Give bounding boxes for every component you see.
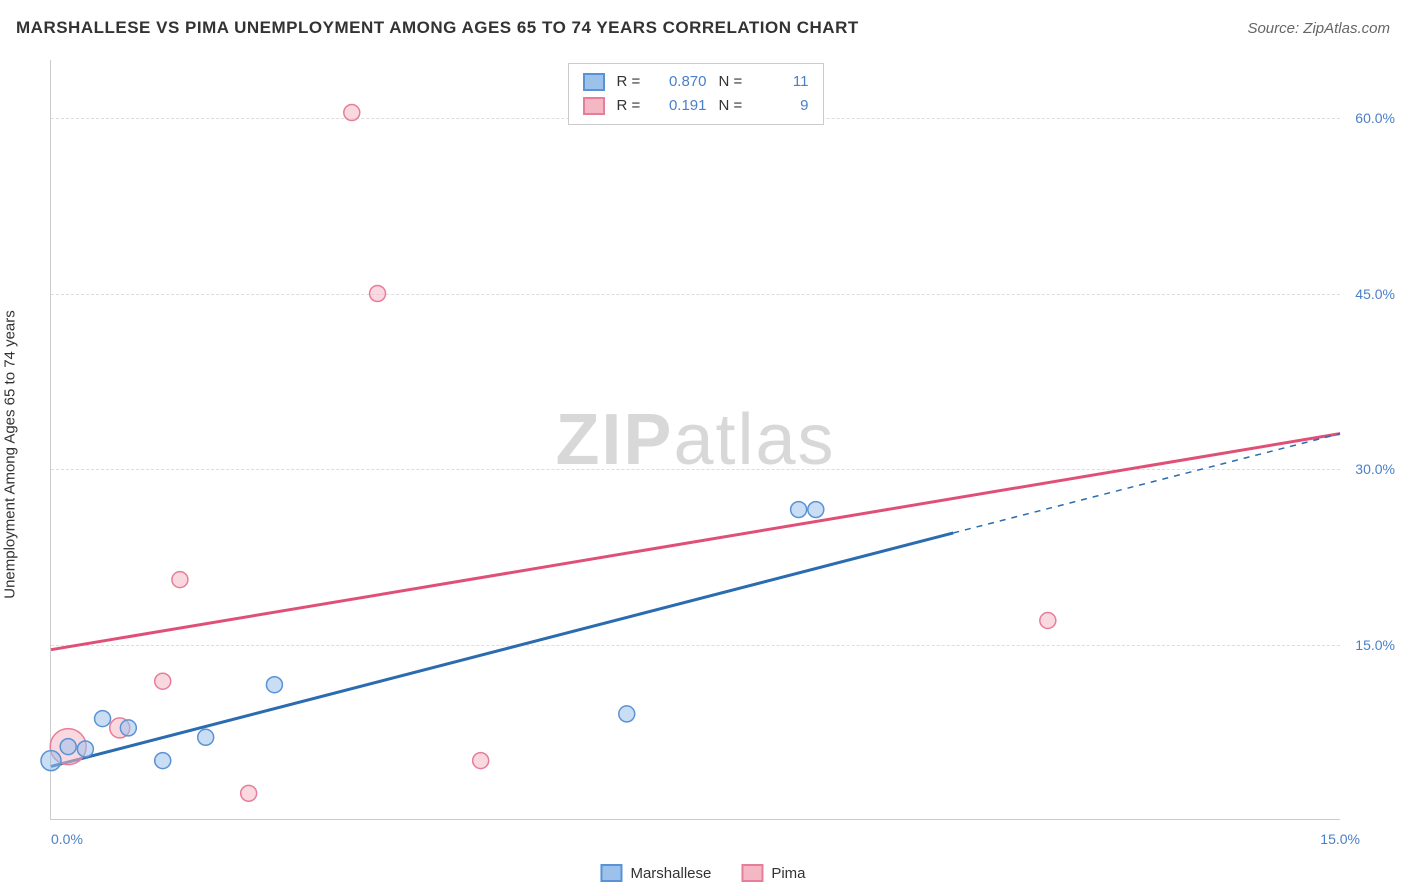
- swatch-pima: [741, 864, 763, 882]
- chart-svg: [51, 60, 1340, 819]
- y-axis-label: Unemployment Among Ages 65 to 74 years: [2, 310, 19, 599]
- data-point[interactable]: [370, 286, 386, 302]
- legend-item-marshallese[interactable]: Marshallese: [600, 864, 711, 882]
- data-point[interactable]: [1040, 613, 1056, 629]
- data-point[interactable]: [619, 706, 635, 722]
- y-tick-label: 45.0%: [1355, 286, 1395, 302]
- y-tick-label: 60.0%: [1355, 110, 1395, 126]
- r-label: R =: [617, 94, 645, 118]
- chart-title: MARSHALLESE VS PIMA UNEMPLOYMENT AMONG A…: [16, 18, 859, 38]
- data-point[interactable]: [198, 729, 214, 745]
- stats-row-pima: R = 0.191 N = 9: [583, 94, 809, 118]
- x-tick-right: 15.0%: [1320, 831, 1360, 847]
- data-point[interactable]: [473, 753, 489, 769]
- data-point[interactable]: [60, 739, 76, 755]
- x-tick-left: 0.0%: [51, 831, 83, 847]
- chart-header: MARSHALLESE VS PIMA UNEMPLOYMENT AMONG A…: [16, 18, 1390, 38]
- data-point[interactable]: [344, 105, 360, 121]
- legend-label-marshallese: Marshallese: [630, 865, 711, 882]
- n-value-pima: 9: [759, 94, 809, 118]
- data-point[interactable]: [120, 720, 136, 736]
- data-point[interactable]: [95, 711, 111, 727]
- legend-label-pima: Pima: [771, 865, 805, 882]
- data-point[interactable]: [241, 785, 257, 801]
- data-point[interactable]: [266, 677, 282, 693]
- r-value-pima: 0.191: [657, 94, 707, 118]
- stats-row-marshallese: R = 0.870 N = 11: [583, 70, 809, 94]
- data-point[interactable]: [172, 572, 188, 588]
- data-point[interactable]: [155, 673, 171, 689]
- data-point[interactable]: [155, 753, 171, 769]
- source-attribution: Source: ZipAtlas.com: [1247, 20, 1390, 37]
- swatch-pima: [583, 97, 605, 115]
- bottom-legend: Marshallese Pima: [600, 864, 805, 882]
- n-label: N =: [719, 70, 747, 94]
- data-point[interactable]: [791, 502, 807, 518]
- r-value-marshallese: 0.870: [657, 70, 707, 94]
- y-tick-label: 15.0%: [1355, 637, 1395, 653]
- r-label: R =: [617, 70, 645, 94]
- stats-legend-box: R = 0.870 N = 11 R = 0.191 N = 9: [568, 63, 824, 125]
- plot-area: ZIPatlas 15.0%30.0%45.0%60.0% 0.0% 15.0%…: [50, 60, 1340, 820]
- data-point[interactable]: [41, 751, 61, 771]
- data-point[interactable]: [808, 502, 824, 518]
- swatch-marshallese: [583, 73, 605, 91]
- swatch-marshallese: [600, 864, 622, 882]
- n-label: N =: [719, 94, 747, 118]
- data-point[interactable]: [77, 741, 93, 757]
- n-value-marshallese: 11: [759, 70, 809, 94]
- legend-item-pima[interactable]: Pima: [741, 864, 805, 882]
- y-tick-label: 30.0%: [1355, 461, 1395, 477]
